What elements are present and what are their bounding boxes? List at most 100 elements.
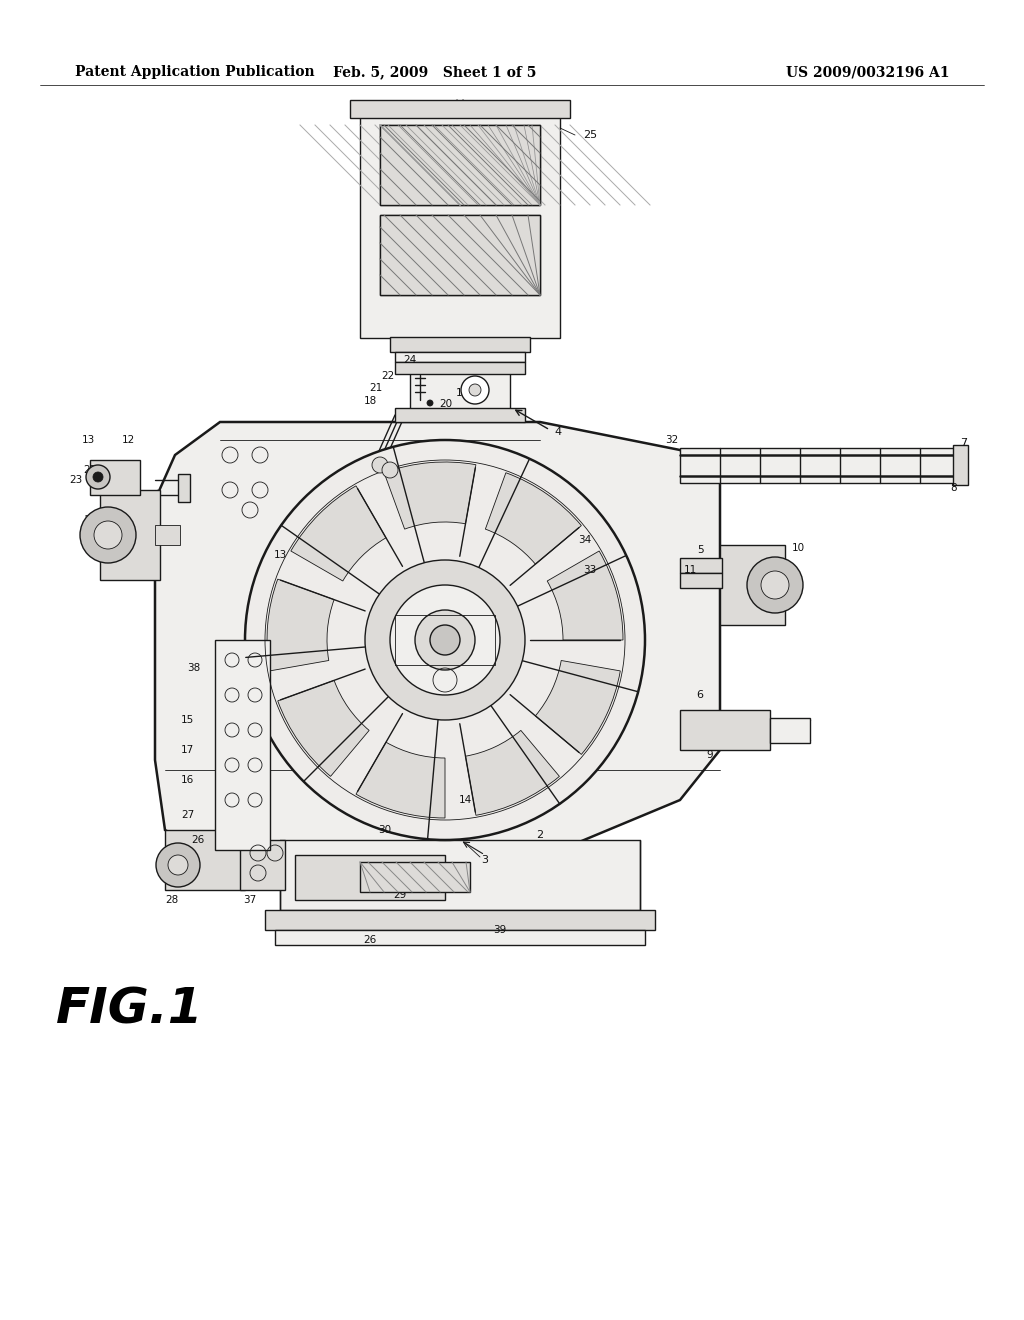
Bar — [90, 459, 140, 495]
Bar — [380, 215, 540, 294]
Wedge shape — [267, 579, 334, 671]
Bar — [380, 125, 540, 205]
Text: 11: 11 — [683, 565, 696, 576]
Bar — [380, 125, 540, 205]
Text: 13: 13 — [273, 550, 287, 560]
Bar — [395, 408, 525, 422]
Bar — [380, 125, 540, 205]
Text: 5: 5 — [696, 545, 703, 554]
Circle shape — [156, 843, 200, 887]
Text: 39: 39 — [494, 925, 507, 935]
Bar — [680, 573, 722, 587]
Bar — [360, 862, 470, 892]
Text: 14: 14 — [459, 795, 472, 805]
Circle shape — [761, 572, 790, 599]
Bar — [380, 125, 540, 205]
Text: 33: 33 — [584, 565, 597, 576]
Circle shape — [469, 384, 481, 396]
Text: 26: 26 — [364, 935, 377, 945]
Circle shape — [382, 462, 398, 478]
Text: FIG.1: FIG.1 — [56, 986, 204, 1034]
Circle shape — [93, 473, 103, 482]
Bar — [295, 855, 445, 900]
Text: 1: 1 — [84, 513, 92, 527]
Text: 4: 4 — [554, 426, 561, 437]
Text: 27: 27 — [181, 810, 194, 820]
Wedge shape — [466, 730, 559, 816]
Bar — [240, 840, 285, 890]
Bar — [395, 352, 525, 362]
Bar — [720, 545, 785, 624]
Bar — [280, 840, 640, 909]
Bar — [390, 337, 530, 352]
Text: Feb. 5, 2009   Sheet 1 of 5: Feb. 5, 2009 Sheet 1 of 5 — [334, 65, 537, 79]
Bar — [350, 100, 570, 117]
Bar — [380, 125, 540, 205]
Circle shape — [430, 624, 460, 655]
Bar — [380, 125, 540, 205]
Polygon shape — [155, 422, 720, 870]
Text: 3: 3 — [481, 855, 488, 865]
Text: 22: 22 — [381, 371, 394, 381]
Wedge shape — [278, 680, 369, 776]
Text: 21: 21 — [370, 383, 383, 393]
Wedge shape — [485, 473, 582, 564]
Circle shape — [245, 440, 645, 840]
Wedge shape — [356, 742, 445, 818]
Circle shape — [80, 507, 136, 564]
Text: 29: 29 — [393, 890, 407, 900]
Bar — [380, 125, 540, 205]
Bar — [275, 931, 645, 945]
Circle shape — [372, 457, 388, 473]
Text: 30: 30 — [379, 825, 391, 836]
Text: US 2009/0032196 A1: US 2009/0032196 A1 — [786, 65, 950, 79]
Text: 8: 8 — [950, 483, 957, 492]
Bar — [178, 474, 190, 502]
Text: 26: 26 — [191, 836, 205, 845]
Bar — [380, 125, 540, 205]
Bar — [380, 125, 540, 205]
Text: 18: 18 — [364, 396, 377, 407]
Bar — [953, 445, 968, 484]
Text: 10: 10 — [792, 543, 805, 553]
Text: 37: 37 — [244, 895, 257, 906]
Bar — [380, 125, 540, 205]
Bar — [395, 362, 525, 374]
Text: 9: 9 — [707, 750, 714, 760]
Bar — [380, 125, 540, 205]
Bar — [380, 125, 540, 205]
Wedge shape — [384, 462, 476, 529]
Text: 22: 22 — [84, 465, 97, 475]
Wedge shape — [536, 660, 621, 755]
Text: 7: 7 — [961, 438, 967, 447]
Bar — [380, 125, 540, 205]
Text: 13: 13 — [81, 436, 94, 445]
Bar — [380, 125, 540, 205]
Bar — [380, 125, 540, 205]
Wedge shape — [291, 486, 386, 581]
Circle shape — [427, 400, 433, 407]
Bar — [360, 108, 560, 338]
Bar — [165, 830, 245, 890]
Wedge shape — [547, 550, 623, 640]
Text: 28: 28 — [165, 895, 178, 906]
Bar — [410, 362, 510, 422]
Circle shape — [86, 465, 110, 488]
Bar — [380, 125, 540, 205]
Circle shape — [365, 560, 525, 719]
Bar — [265, 909, 655, 931]
Bar — [155, 525, 180, 545]
Text: 15: 15 — [181, 715, 194, 725]
Text: 24: 24 — [403, 355, 417, 366]
Text: 20: 20 — [439, 399, 453, 409]
Bar — [380, 125, 540, 205]
Text: 31: 31 — [777, 568, 791, 577]
Bar — [380, 215, 540, 294]
Circle shape — [461, 376, 489, 404]
Bar — [770, 718, 810, 743]
Text: 16: 16 — [181, 775, 194, 785]
Text: 23: 23 — [69, 475, 82, 484]
Text: 38: 38 — [186, 663, 200, 673]
Bar — [380, 125, 540, 205]
Bar — [380, 125, 540, 205]
